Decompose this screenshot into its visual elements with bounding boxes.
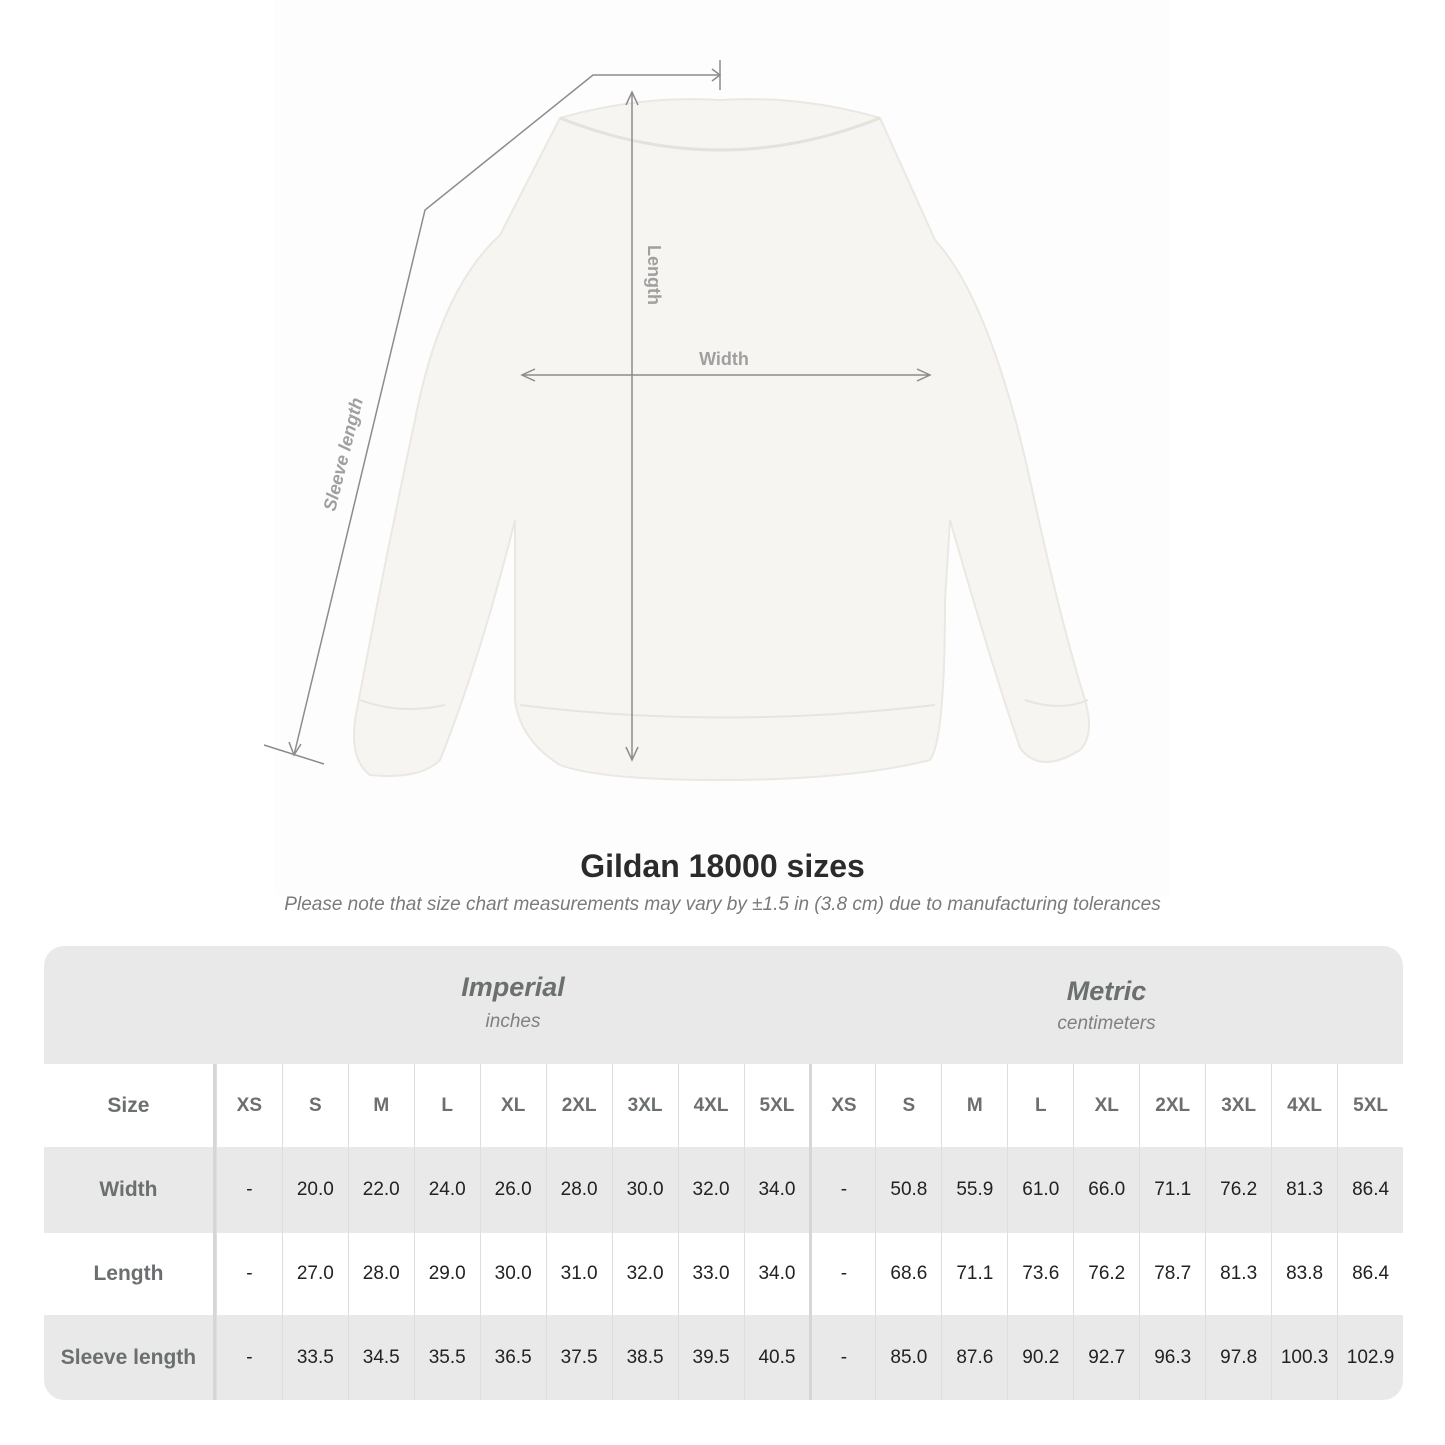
- row-label: Sleeve length: [44, 1315, 216, 1400]
- metric-title: Metric: [1066, 976, 1147, 1006]
- imperial-value-cell: 24.0: [413, 1147, 480, 1233]
- imperial-value-cell: 28.0: [347, 1233, 414, 1315]
- measurement-lines: [263, 60, 932, 765]
- size-header-cell: 2XL: [545, 1064, 612, 1147]
- sleeve-length-arrow: [293, 74, 720, 756]
- size-header-cell: XL: [1073, 1064, 1139, 1147]
- metric-value-cell: -: [809, 1315, 875, 1400]
- imperial-value-cell: 37.5: [545, 1315, 612, 1400]
- size-header-cell: M: [941, 1064, 1007, 1147]
- metric-value-cell: 87.6: [941, 1315, 1007, 1400]
- imperial-value-cell: 39.5: [677, 1315, 744, 1400]
- imperial-value-cell: -: [215, 1315, 282, 1400]
- imperial-value-cell: 34.0: [743, 1233, 810, 1315]
- size-header-cell: S: [281, 1064, 348, 1147]
- imperial-value-cell: 32.0: [611, 1233, 678, 1315]
- metric-value-cell: 76.2: [1073, 1233, 1139, 1315]
- sweatshirt-image: [353, 98, 1090, 782]
- size-table: Imperial inches Metric centimeters Size X…: [44, 946, 1403, 1400]
- row-label: Length: [44, 1233, 216, 1315]
- imperial-value-cell: -: [215, 1147, 282, 1233]
- size-header-cell: 2XL: [1139, 1064, 1205, 1147]
- imperial-value-cell: -: [215, 1233, 282, 1315]
- size-header-row: Size XS S M L XL 2XL 3XL 4XL 5XL XS S M L XL 2XL 3XL 4XL 5…: [44, 1064, 1403, 1147]
- metric-value-cell: 78.7: [1139, 1233, 1205, 1315]
- size-header-cell: XS: [809, 1064, 875, 1147]
- metric-value-cell: 55.9: [941, 1147, 1007, 1233]
- metric-header: Metric centimeters: [810, 946, 1403, 1064]
- imperial-value-cell: 30.0: [479, 1233, 546, 1315]
- imperial-value-cell: 29.0: [413, 1233, 480, 1315]
- metric-unit: centimeters: [1057, 1013, 1156, 1034]
- metric-value-cell: 100.3: [1271, 1315, 1337, 1400]
- imperial-value-cell: 38.5: [611, 1315, 678, 1400]
- metric-value-cell: 81.3: [1271, 1147, 1337, 1233]
- imperial-value-cell: 36.5: [479, 1315, 546, 1400]
- imperial-value-cell: 27.0: [281, 1233, 348, 1315]
- metric-value-cell: 86.4: [1337, 1147, 1403, 1233]
- size-header-cell: XS: [215, 1064, 282, 1147]
- metric-value-cell: 96.3: [1139, 1315, 1205, 1400]
- metric-value-cell: -: [809, 1233, 875, 1315]
- size-header-cell: 3XL: [611, 1064, 678, 1147]
- width-label: Width: [699, 349, 749, 369]
- metric-value-cell: -: [809, 1147, 875, 1233]
- size-header-cell: L: [1007, 1064, 1073, 1147]
- metric-value-cell: 83.8: [1271, 1233, 1337, 1315]
- size-header-cell: M: [347, 1064, 414, 1147]
- imperial-value-cell: 28.0: [545, 1147, 612, 1233]
- size-header-cell: 4XL: [1271, 1064, 1337, 1147]
- size-header-cell: 3XL: [1205, 1064, 1271, 1147]
- imperial-value-cell: 33.5: [281, 1315, 348, 1400]
- imperial-value-cell: 32.0: [677, 1147, 744, 1233]
- metric-value-cell: 68.6: [875, 1233, 941, 1315]
- tolerance-note: Please note that size chart measurements…: [284, 894, 1161, 915]
- size-header-cell: 5XL: [743, 1064, 810, 1147]
- row-label: Width: [44, 1147, 216, 1233]
- imperial-value-cell: 31.0: [545, 1233, 612, 1315]
- size-header-cell: XL: [479, 1064, 546, 1147]
- metric-value-cell: 85.0: [875, 1315, 941, 1400]
- imperial-value-cell: 40.5: [743, 1315, 810, 1400]
- table-header: [44, 946, 1403, 1064]
- size-header-cell: S: [875, 1064, 941, 1147]
- metric-value-cell: 73.6: [1007, 1233, 1073, 1315]
- metric-value-cell: 81.3: [1205, 1233, 1271, 1315]
- metric-value-cell: 71.1: [1139, 1147, 1205, 1233]
- imperial-unit: inches: [485, 1011, 541, 1032]
- metric-value-cell: 90.2: [1007, 1315, 1073, 1400]
- imperial-value-cell: 20.0: [281, 1147, 348, 1233]
- row-label: Size: [44, 1064, 216, 1147]
- imperial-value-cell: 22.0: [347, 1147, 414, 1233]
- table-row-sleeve-length: Sleeve length -33.5 34.5 35.5 36.5 37.5 38.5 39…: [44, 1315, 1403, 1400]
- metric-value-cell: 71.1: [941, 1233, 1007, 1315]
- table-row-length: Length -27.0 28.0 29.0 30.0 31.0 32.0 33.0 34.0-…: [44, 1233, 1403, 1315]
- imperial-value-cell: 34.5: [347, 1315, 414, 1400]
- size-header-cell: L: [413, 1064, 480, 1147]
- chart-title: Gildan 18000 sizes: [580, 848, 865, 884]
- metric-value-cell: 86.4: [1337, 1233, 1403, 1315]
- metric-value-cell: 66.0: [1073, 1147, 1139, 1233]
- length-label: Length: [644, 245, 664, 305]
- imperial-title: Imperial: [461, 972, 565, 1002]
- size-header-cell: 5XL: [1337, 1064, 1403, 1147]
- metric-value-cell: 61.0: [1007, 1147, 1073, 1233]
- imperial-header: Imperial inches: [216, 946, 810, 1064]
- metric-value-cell: 76.2: [1205, 1147, 1271, 1233]
- imperial-value-cell: 30.0: [611, 1147, 678, 1233]
- metric-value-cell: 50.8: [875, 1147, 941, 1233]
- metric-value-cell: 97.8: [1205, 1315, 1271, 1400]
- metric-value-cell: 102.9: [1337, 1315, 1403, 1400]
- sweatshirt-diagram: Length Width Sleeve length: [263, 60, 1090, 782]
- size-header-cell: 4XL: [677, 1064, 744, 1147]
- imperial-value-cell: 35.5: [413, 1315, 480, 1400]
- metric-value-cell: 92.7: [1073, 1315, 1139, 1400]
- imperial-value-cell: 26.0: [479, 1147, 546, 1233]
- table-row-width: Width -20.0 22.0 24.0 26.0 28.0 30.0 32.0 34.0-5…: [44, 1147, 1403, 1233]
- imperial-value-cell: 33.0: [677, 1233, 744, 1315]
- imperial-value-cell: 34.0: [743, 1147, 810, 1233]
